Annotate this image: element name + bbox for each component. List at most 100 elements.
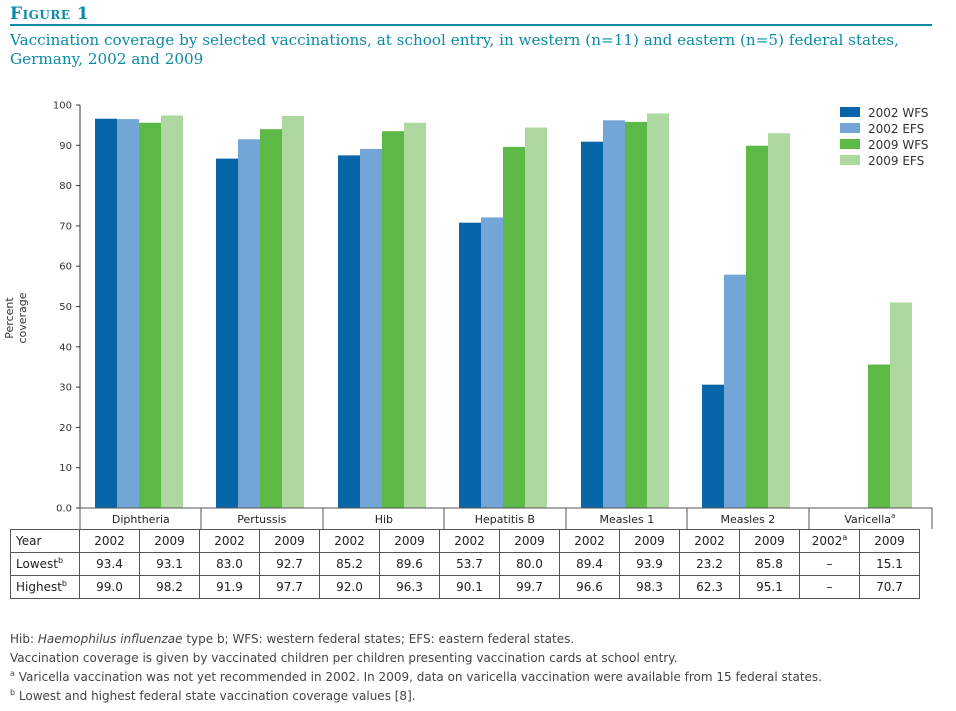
table-cell: 2002 xyxy=(199,529,260,553)
footnote-b: b Lowest and highest federal state vacci… xyxy=(10,687,822,706)
y-axis-label: Percent coverage xyxy=(3,292,29,344)
hib-abbr: Hib: xyxy=(10,632,38,646)
table-cell-value: 89.4 xyxy=(576,557,603,571)
table-cell-value: 91.9 xyxy=(216,580,243,594)
table-cell-value: 70.7 xyxy=(876,580,903,594)
table-cell-value: 23.2 xyxy=(696,557,723,571)
table-cell-value: 92.0 xyxy=(336,580,363,594)
table-cell: 2002 xyxy=(79,529,140,553)
table-cell: 2009 xyxy=(619,529,680,553)
row-header-label: Lowest xyxy=(16,557,58,571)
table-cell-value: 96.6 xyxy=(576,580,603,594)
y-tick-label: 0.0 xyxy=(56,504,72,515)
table-cell: 2009 xyxy=(379,529,440,553)
table-cell: 85.8 xyxy=(739,552,800,576)
table-cell-value: 62.3 xyxy=(696,580,723,594)
category-footnote-mark: a xyxy=(891,512,895,520)
footnote-a: a Varicella vaccination was not yet reco… xyxy=(10,668,822,687)
table-cell: 83.0 xyxy=(199,552,260,576)
table-cell-value: 98.3 xyxy=(636,580,663,594)
bar xyxy=(768,133,790,508)
y-tick-label: 10 xyxy=(59,463,72,474)
table-cell: 53.7 xyxy=(439,552,500,576)
table-cell: 2009 xyxy=(739,529,800,553)
table-cell: 2002 xyxy=(679,529,740,553)
table-cell-value: – xyxy=(826,557,833,571)
bar xyxy=(746,145,768,508)
y-tick-label: 80 xyxy=(59,181,72,192)
table-cell-value: 93.9 xyxy=(636,557,663,571)
row-header-label: Highest xyxy=(16,580,62,594)
table-cell-value: 2002 xyxy=(694,534,725,548)
bar xyxy=(161,115,183,508)
table-cell: 2009 xyxy=(499,529,560,553)
row-header-footnote-mark: b xyxy=(61,579,67,588)
abbreviations-note: Hib: Haemophilus influenzae type b; WFS:… xyxy=(10,630,822,649)
category-label: Varicellaa xyxy=(844,512,895,526)
y-tick-label: 20 xyxy=(59,423,72,434)
y-tick-label: 50 xyxy=(59,302,72,313)
table-cell: 89.4 xyxy=(559,552,620,576)
legend-swatch xyxy=(840,139,860,149)
y-tick-label: 100 xyxy=(53,101,72,112)
bar xyxy=(117,119,139,508)
row-header: Year xyxy=(10,529,80,553)
table-cell-value: 89.6 xyxy=(396,557,423,571)
bar xyxy=(503,146,525,509)
abbreviations-text: type b; WFS: western federal states; EFS… xyxy=(182,632,575,646)
bar xyxy=(139,122,161,509)
table-cell-value: 2002 xyxy=(214,534,245,548)
table-cell-value: 53.7 xyxy=(456,557,483,571)
cell-footnote-mark: a xyxy=(842,533,848,542)
bar xyxy=(338,155,360,508)
table-cell: 96.6 xyxy=(559,575,620,599)
bar xyxy=(581,141,603,508)
bar-chart: 0.0 10 20 30 40 50 60 70 80 90 100 Diphtheria Pertus… xyxy=(53,101,933,529)
bar xyxy=(260,129,282,508)
definition-note: Vaccination coverage is given by vaccina… xyxy=(10,651,678,665)
bar xyxy=(702,384,724,508)
table-cell: 89.6 xyxy=(379,552,440,576)
y-tick-label: 70 xyxy=(59,221,72,232)
legend-label: 2002 EFS xyxy=(868,122,924,136)
table-cell: 2009 xyxy=(139,529,200,553)
table-cell-value: 2009 xyxy=(754,534,785,548)
footnote-a-mark: a xyxy=(10,669,15,678)
table-cell-value: 93.4 xyxy=(96,557,123,571)
table-cell: 85.2 xyxy=(319,552,380,576)
bar xyxy=(647,113,669,508)
table-cell-value: 2002 xyxy=(334,534,365,548)
y-tick-label: 40 xyxy=(59,342,72,353)
table-cell: 62.3 xyxy=(679,575,740,599)
table-cell: 92.7 xyxy=(259,552,320,576)
table-cell: 98.3 xyxy=(619,575,680,599)
category-label: Pertussis xyxy=(237,513,286,526)
legend-label: 2009 EFS xyxy=(868,154,924,168)
table-cell: 90.1 xyxy=(439,575,500,599)
table-cell-value: 92.7 xyxy=(276,557,303,571)
bar xyxy=(216,158,238,508)
category-label: Measles 2 xyxy=(720,513,775,526)
row-header-label: Year xyxy=(16,534,42,548)
bar xyxy=(382,131,404,508)
bar xyxy=(481,217,503,508)
table-cell-value: 99.0 xyxy=(96,580,123,594)
legend-swatch xyxy=(840,107,860,117)
table-cell-value: 80.0 xyxy=(516,557,543,571)
table-cell: – xyxy=(799,575,860,599)
table-cell-value: 2009 xyxy=(154,534,185,548)
table-cell: 2002a xyxy=(799,529,860,553)
row-header: Highestb xyxy=(10,575,80,599)
table-cell-value: 2009 xyxy=(274,534,305,548)
bar xyxy=(525,127,547,509)
table-cell: 2002 xyxy=(439,529,500,553)
legend-label: 2002 WFS xyxy=(868,106,929,120)
category-label: Diphtheria xyxy=(112,513,170,526)
bar xyxy=(868,364,890,508)
table-row: Lowestb 93.4 93.1 83.0 92.7 85.2 89.6 53.7 80.0 8… xyxy=(10,552,920,576)
table-cell: 2002 xyxy=(559,529,620,553)
table-cell-value: 95.1 xyxy=(756,580,783,594)
footnote-b-mark: b xyxy=(10,688,16,697)
bar xyxy=(459,222,481,508)
bar xyxy=(95,118,117,509)
